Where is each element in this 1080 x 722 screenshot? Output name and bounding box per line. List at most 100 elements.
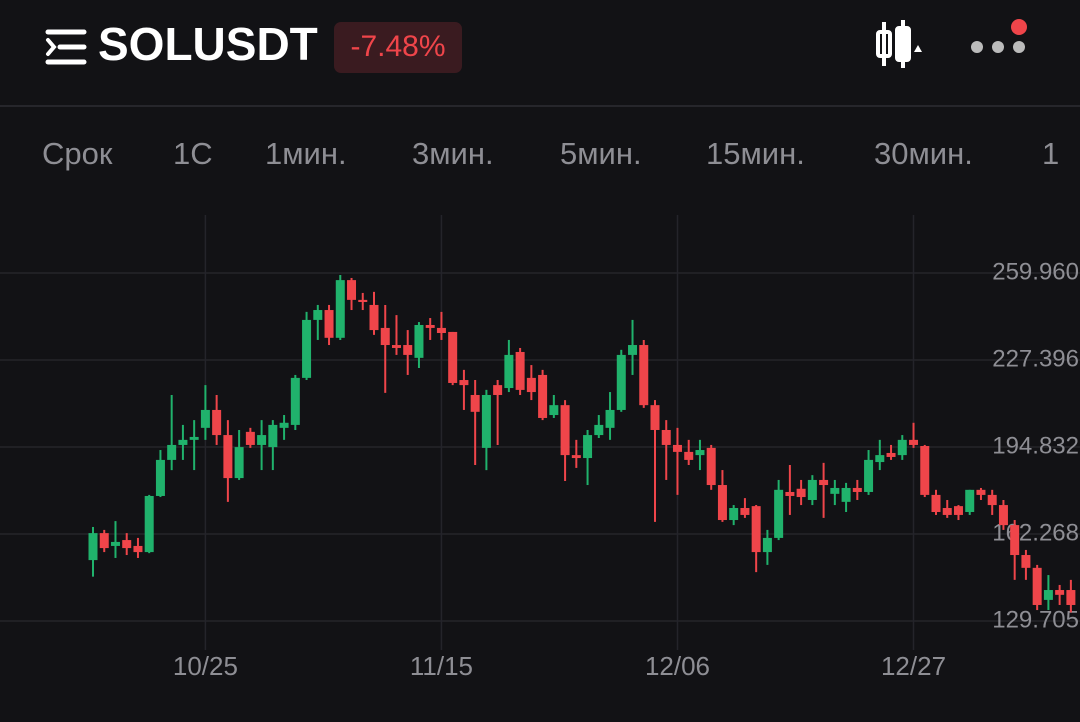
x-tick-label: 11/15 [410, 651, 473, 681]
candle-body [684, 451, 694, 460]
candle-body [920, 446, 930, 495]
candle-body [470, 394, 480, 412]
candle-body [347, 280, 357, 300]
y-tick-label: 194.832 [992, 432, 1079, 459]
candle-body [909, 439, 919, 445]
candle-body [594, 424, 604, 436]
candle-body [1066, 590, 1076, 605]
candle-body [672, 444, 682, 452]
candle-body [830, 487, 840, 494]
candle-body [144, 495, 154, 553]
more-icon[interactable] [971, 19, 1027, 53]
candle-body [155, 459, 165, 496]
candle-body [942, 508, 952, 515]
y-tick-label: 259.960 [992, 258, 1079, 285]
candle-body [481, 394, 491, 448]
candle-body [324, 310, 334, 338]
candle-body [549, 405, 559, 416]
candle-body [571, 455, 581, 459]
candle-body [290, 377, 300, 425]
candle-body [414, 324, 424, 358]
candle-body [268, 424, 278, 448]
candle-body [223, 435, 233, 479]
chart-type-icon[interactable] [876, 20, 922, 68]
chart: 129.705162.268194.832227.396259.96010/25… [0, 215, 1080, 681]
candle-body [931, 494, 941, 513]
candle-body [493, 385, 503, 395]
candle-body [819, 479, 829, 486]
symbol[interactable]: SOLUSDT [98, 18, 318, 70]
candle-body [796, 488, 806, 498]
candle-body [1032, 567, 1042, 605]
tabs: Срок 1С 1мин. 3мин. 5мин. 15мин. 30мин. 1 [42, 136, 1059, 171]
candle-body [257, 435, 267, 445]
candle-body [133, 545, 143, 553]
candle-body [436, 327, 446, 334]
candle-body [313, 310, 323, 320]
candle-body [335, 280, 345, 338]
candle-body [650, 405, 660, 430]
candle-body [234, 447, 244, 479]
x-tick-label: 10/25 [173, 651, 238, 681]
candle-body [616, 354, 626, 410]
candle-body [976, 489, 986, 495]
candle-body [987, 494, 997, 506]
candle-body [695, 450, 705, 456]
candle-body [762, 537, 772, 553]
candle-body [1043, 590, 1053, 600]
candle-body [369, 304, 379, 331]
x-tick-label: 12/06 [645, 651, 710, 681]
candle-body [953, 506, 963, 515]
candle-body [706, 447, 716, 486]
candle-body [403, 345, 413, 355]
candle-body [110, 541, 120, 546]
tab[interactable]: 1 [1042, 136, 1059, 171]
candle-body [639, 345, 649, 406]
candle-body [875, 455, 885, 463]
tab[interactable]: Срок [42, 136, 113, 171]
candle-body [740, 508, 750, 515]
candle-body [560, 405, 570, 456]
candle-body [628, 345, 638, 355]
candle-body [852, 487, 862, 492]
candle-body [751, 506, 761, 553]
candle-body [391, 345, 401, 348]
candle-body [189, 436, 199, 440]
candle-body [279, 422, 289, 428]
menu-icon[interactable] [45, 29, 87, 65]
candle-body [515, 351, 525, 390]
tab[interactable]: 1мин. [265, 136, 347, 171]
candle-body [1010, 525, 1020, 556]
candle-body [886, 452, 896, 457]
tab[interactable]: 1С [173, 136, 213, 171]
candle-body [504, 354, 514, 389]
candle-body [785, 491, 795, 496]
tab[interactable]: 30мин. [874, 136, 973, 171]
candle-body [583, 435, 593, 459]
candle-body [380, 327, 390, 346]
candle-body [729, 508, 739, 521]
candle-body [212, 409, 222, 436]
candle-body [661, 429, 671, 445]
change: -7.48% [350, 30, 445, 63]
y-tick-label: 227.396 [992, 345, 1079, 372]
tab[interactable]: 15мин. [706, 136, 805, 171]
candle-body [122, 540, 132, 549]
tab[interactable]: 5мин. [560, 136, 642, 171]
candle-body [99, 533, 109, 549]
candle-body [965, 489, 975, 513]
candle-body [425, 324, 435, 328]
candle-body [1055, 590, 1065, 595]
candle-body [717, 485, 727, 521]
candle-body [774, 489, 784, 538]
x-tick-label: 12/27 [881, 651, 946, 681]
candle-body [358, 299, 368, 303]
change-badge [334, 22, 462, 73]
candle-body [88, 533, 98, 561]
candle-body [864, 459, 874, 492]
tab[interactable]: 3мин. [412, 136, 494, 171]
candle-body [841, 487, 851, 502]
candle-body [998, 505, 1008, 526]
